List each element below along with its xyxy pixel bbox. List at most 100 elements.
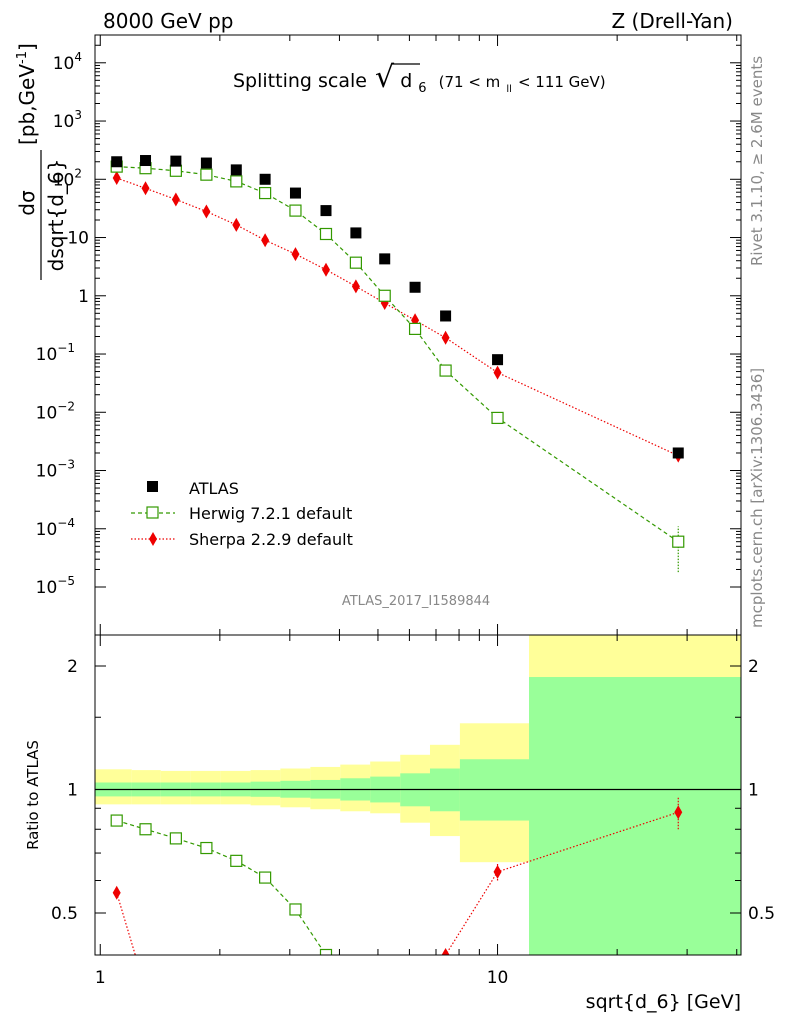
ratio-frame [94, 634, 742, 956]
title-root-subscript: 6 [418, 81, 426, 96]
main-series-layer [110, 155, 685, 573]
ylabel-unit: [pb,GeV-1] [15, 43, 39, 145]
ylabel-unit-exponent: -1 [15, 51, 30, 64]
main-y-tick-label: 10−3 [36, 458, 75, 482]
main-point-herwig-7-2-1-default [491, 411, 504, 425]
main-point-herwig-7-2-1-default [408, 322, 422, 335]
x-tick-label: 1 [95, 968, 106, 988]
main-y-tick-label: 1 [78, 287, 89, 307]
legend-label-herwig: Herwig 7.2.1 default [189, 504, 352, 523]
title-cut-subscript: ll [506, 84, 512, 95]
header-process: Z (Drell-Yan) [611, 9, 733, 33]
ratio-line-sherpa-2-2-9-default [116, 811, 679, 955]
main-point-sherpa-2-2-9-default [441, 330, 450, 345]
main-point-sherpa-2-2-9-default [171, 192, 180, 207]
x-axis-label: sqrt{d_6} [GeV] [586, 991, 741, 1013]
main-point-sherpa-2-2-9-default [291, 247, 300, 262]
title-root-variable: d [400, 70, 412, 92]
main-point-atlas [230, 164, 242, 176]
main-point-atlas [379, 253, 391, 265]
main-point-herwig-7-2-1-default [259, 186, 272, 200]
ratio-band-stat [529, 677, 741, 955]
legend-marker-sherpa [149, 532, 157, 546]
ratio-y-tick-label: 2 [67, 657, 78, 677]
main-point-sherpa-2-2-9-default [202, 204, 211, 219]
ratio-point-herwig-7-2-1-default [110, 814, 123, 827]
mcplots-reference: mcplots.cern.ch [arXiv:1306.3436] [748, 368, 766, 628]
title-root-symbol: √ [375, 60, 395, 95]
main-line-sherpa-2-2-9-default [116, 177, 679, 457]
ratio-point-sherpa-2-2-9-default [432, 960, 440, 974]
main-point-herwig-7-2-1-default [349, 256, 362, 269]
main-point-atlas [259, 173, 271, 185]
main-y-tick-label: 10−1 [36, 341, 75, 365]
main-point-herwig-7-2-1-default [672, 535, 685, 548]
title-prefix: Splitting scale [233, 70, 367, 92]
main-point-sherpa-2-2-9-default [493, 365, 502, 380]
main-point-herwig-7-2-1-default [169, 164, 182, 177]
main-point-atlas [350, 227, 362, 239]
ylabel-unit-prefix: [pb,GeV [15, 64, 39, 145]
ratio-point-herwig-7-2-1-default [139, 823, 152, 836]
ratio-point-sherpa-2-2-9-default [112, 885, 121, 900]
title-cut-prefix: (71 < m [439, 73, 501, 91]
title-cut-suffix: < 111 GeV) [518, 73, 606, 91]
analysis-id: ATLAS_2017_I1589844 [342, 594, 490, 609]
main-y-tick-label: 104 [53, 50, 82, 74]
main-y-tick-label: 10−4 [36, 516, 75, 540]
main-point-sherpa-2-2-9-default [321, 262, 330, 277]
main-point-sherpa-2-2-9-default [112, 171, 121, 186]
x-tick-label: 10 [487, 968, 509, 988]
main-point-herwig-7-2-1-default [230, 175, 243, 188]
main-point-atlas [672, 447, 684, 459]
legend-marker-atlas [147, 481, 158, 492]
main-y-tick-label: 102 [53, 166, 82, 190]
ratio-point-herwig-7-2-1-default [319, 948, 333, 955]
header-energy: 8000 GeV pp [103, 9, 234, 33]
ratio-y-tick-label-right: 2 [748, 657, 759, 677]
main-point-herwig-7-2-1-default [200, 168, 213, 181]
ratio-line-herwig-7-2-1-default [116, 819, 327, 955]
legend-label-atlas: ATLAS [189, 479, 239, 498]
ratio-y-tick-label: 0.5 [51, 904, 78, 924]
ratio-point-herwig-7-2-1-default [200, 841, 213, 855]
main-y-tick-label: 10−5 [36, 574, 75, 598]
main-point-herwig-7-2-1-default [439, 364, 452, 377]
legend-label-sherpa: Sherpa 2.2.9 default [189, 530, 353, 549]
legend-marker-herwig [146, 506, 159, 519]
main-point-sherpa-2-2-9-default [232, 217, 241, 232]
main-point-atlas [320, 205, 332, 217]
main-point-herwig-7-2-1-default [289, 204, 302, 217]
main-y-tick-label: 103 [53, 108, 82, 132]
main-y-tick-label: 10 [67, 229, 89, 249]
main-y-tick-label: 10−2 [36, 399, 75, 423]
main-point-atlas [111, 156, 123, 168]
ratio-y-tick-label: 1 [67, 780, 78, 800]
rivet-version: Rivet 3.1.10, ≥ 2.6M events [748, 56, 766, 266]
ratio-point-herwig-7-2-1-default [169, 832, 182, 845]
ratio-y-label: Ratio to ATLAS [24, 740, 42, 850]
ylabel-unit-suffix: ] [15, 43, 39, 51]
main-point-atlas [440, 310, 452, 322]
main-point-herwig-7-2-1-default [378, 289, 391, 302]
ratio-uncertainty-bands [95, 635, 741, 955]
main-point-sherpa-2-2-9-default [141, 181, 150, 196]
ratio-axes: 1 10 0.5 0.5 1 1 2 2 [51, 635, 775, 988]
main-point-sherpa-2-2-9-default [261, 233, 270, 248]
chart-title: Splitting scale √ d 6 (71 < m ll < 111 G… [233, 60, 606, 97]
main-point-atlas [200, 157, 212, 169]
main-point-herwig-7-2-1-default [319, 227, 333, 241]
legend: ATLAS Herwig 7.2.1 default Sherpa 2.2.9 … [131, 479, 353, 549]
ratio-point-herwig-7-2-1-default [289, 903, 302, 916]
ratio-series-layer [110, 796, 683, 974]
main-point-atlas [289, 187, 301, 199]
ratio-point-herwig-7-2-1-default [230, 854, 243, 867]
ratio-point-herwig-7-2-1-default [259, 871, 272, 884]
main-point-sherpa-2-2-9-default [351, 279, 360, 294]
ratio-y-tick-label-right: 0.5 [748, 904, 775, 924]
ratio-point-sherpa-2-2-9-default [135, 960, 143, 974]
ratio-point-sherpa-2-2-9-default [674, 805, 683, 820]
ylabel-numerator: dσ [15, 190, 39, 216]
